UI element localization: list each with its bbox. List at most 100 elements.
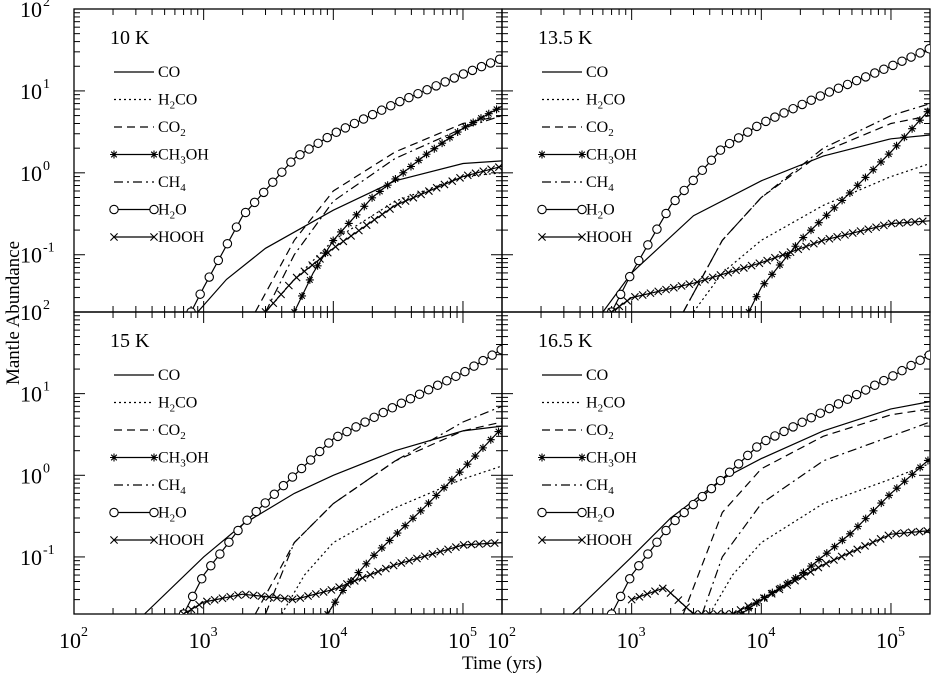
- series-marker-h2o: [469, 361, 479, 371]
- series-marker-ch3oh: [776, 583, 785, 592]
- y-tick-exponent: 2: [43, 298, 50, 313]
- series-marker-h2o: [652, 537, 662, 548]
- series-marker-hooh: [475, 539, 484, 548]
- series-marker-hooh: [923, 526, 930, 535]
- series-marker-h2o: [888, 60, 898, 71]
- series-marker-h2o: [224, 537, 234, 548]
- legend-label-co2: CO2: [158, 422, 186, 442]
- y-tick-exponent: 0: [43, 461, 50, 476]
- series-marker-h2o: [387, 403, 398, 413]
- series-marker-h2o: [634, 561, 644, 571]
- series-marker-hooh: [892, 529, 901, 538]
- legend-label-h2o: H2O: [158, 505, 187, 525]
- legend-label-hooh: HOOH: [586, 229, 633, 246]
- series-marker-h2o: [606, 609, 617, 614]
- series-group: [144, 344, 502, 614]
- legend-label-h2o: H2O: [586, 202, 615, 222]
- series-marker-hooh: [440, 180, 449, 189]
- series-marker-h2o: [879, 64, 889, 74]
- x-tick-label: 10: [448, 628, 470, 653]
- legend-marker-h2o: [577, 507, 587, 518]
- series-marker-hooh: [829, 555, 838, 564]
- series-marker-ch3oh: [822, 549, 831, 558]
- series-marker-h2o: [431, 81, 441, 91]
- legend-marker-h2o: [109, 507, 119, 518]
- series-marker-hooh: [763, 256, 772, 265]
- series-marker-hooh: [798, 572, 807, 581]
- series-marker-h2o: [260, 498, 271, 508]
- series-line-co2: [682, 115, 930, 312]
- series-marker-hooh: [265, 592, 274, 601]
- series-marker-h2o: [231, 222, 242, 232]
- series-marker-hooh: [658, 584, 667, 593]
- series-marker-hooh: [284, 281, 293, 290]
- series-line-h2o: [611, 354, 930, 614]
- legend-label-co: CO: [586, 367, 608, 384]
- series-marker-hooh: [280, 594, 289, 603]
- series-marker-hooh: [770, 253, 779, 262]
- series-marker-ch3oh: [344, 219, 353, 228]
- legend-label-ch4: CH4: [586, 477, 614, 497]
- series-marker-h2o: [915, 48, 925, 58]
- legend-marker-h2o: [149, 507, 159, 518]
- series-marker-hooh: [884, 531, 893, 540]
- panel-title: 10 K: [110, 27, 150, 49]
- panel-4: 10 2 10 3 10 4 10 516.5 KCOH2COCO2CH3OHCH4H2OHO…: [487, 311, 931, 653]
- legend-label-ch3oh: CH3OH: [586, 147, 637, 167]
- series-marker-ch3oh: [908, 470, 917, 479]
- series-marker-h2o: [349, 118, 360, 129]
- series-marker-hooh: [822, 559, 831, 568]
- series-marker-h2o: [752, 121, 762, 132]
- series-marker-h2o: [376, 105, 387, 115]
- series-marker-h2o: [788, 422, 798, 432]
- series-marker-hooh: [744, 602, 753, 611]
- x-axis-label: Time (yrs): [462, 653, 542, 674]
- series-marker-h2o: [358, 114, 369, 124]
- series-marker-ch3oh: [401, 521, 410, 530]
- legend-label-hooh: HOOH: [586, 532, 633, 549]
- x-tick-exponent: 3: [211, 625, 218, 640]
- series-marker-h2o: [386, 101, 396, 111]
- series-marker-hooh: [459, 540, 468, 549]
- series-marker-hooh: [651, 587, 659, 596]
- series-marker-ch3oh: [440, 483, 449, 492]
- series-marker-h2o: [233, 525, 243, 536]
- series-marker-ch3oh: [455, 468, 464, 477]
- series-marker-hooh: [861, 541, 870, 550]
- x-tick-exponent: 2: [81, 625, 88, 640]
- x-tick-exponent: 4: [768, 625, 775, 640]
- series-marker-h2o: [906, 52, 916, 62]
- series-marker-hooh: [366, 570, 375, 579]
- series-marker-h2o: [360, 417, 370, 427]
- series-marker-hooh: [479, 167, 488, 176]
- series-marker-hooh: [910, 217, 919, 226]
- series-marker-hooh: [895, 218, 904, 227]
- series-marker-hooh: [879, 221, 888, 230]
- y-tick-label: 10: [20, 79, 42, 104]
- panel-title: 13.5 K: [538, 27, 593, 49]
- series-marker-h2o: [906, 360, 916, 371]
- legend-marker-hooh: [110, 536, 118, 544]
- series-marker-hooh: [876, 534, 885, 543]
- series-marker-h2o: [196, 574, 207, 584]
- series-marker-ch3oh: [900, 477, 909, 486]
- panel-2: 13.5 K CO H2CO CO2 CH3OH CH4 H2O HOOH: [501, 8, 931, 313]
- series-marker-hooh: [899, 529, 908, 537]
- legend-marker-ch3oh: [578, 453, 586, 462]
- series-marker-hooh: [721, 610, 729, 614]
- series-marker-hooh: [646, 289, 655, 298]
- series-marker-hooh: [728, 609, 737, 614]
- series-marker-hooh: [817, 236, 826, 245]
- series-marker-h2o: [733, 133, 744, 143]
- series-line-h2co: [265, 172, 502, 312]
- series-marker-hooh: [662, 285, 671, 294]
- series-marker-ch3oh: [476, 114, 485, 123]
- series-marker-h2o: [779, 108, 789, 118]
- legend: CO H2CO CO2 CH3OH CH4 H2O HOOH: [109, 64, 209, 246]
- series-marker-ch3oh: [321, 249, 330, 258]
- series-marker-hooh: [918, 217, 927, 226]
- series-marker-hooh: [825, 234, 834, 243]
- series-marker-h2o: [313, 138, 323, 149]
- series-marker-h2o: [724, 138, 735, 149]
